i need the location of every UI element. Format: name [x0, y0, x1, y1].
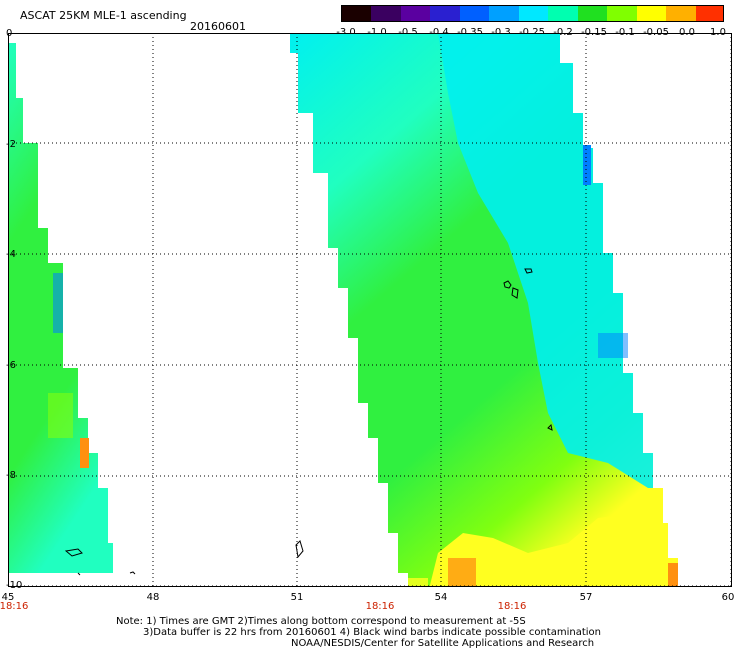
plot-frame [8, 33, 732, 587]
y-tick-label: -8 [6, 470, 16, 481]
colorbar-label: -0.5 [398, 27, 418, 38]
left-swath-lime-patch [48, 393, 73, 438]
left-swath-orange-patch [80, 438, 89, 468]
map-plot [8, 33, 732, 587]
colorbar [341, 5, 724, 22]
colorbar-label: -0.4 [429, 27, 449, 38]
colorbar-segment [342, 6, 373, 21]
colorbar-segment [518, 6, 550, 21]
colorbar-segment [548, 6, 579, 21]
note-line-3: NOAA/NESDIS/Center for Satellite Applica… [291, 638, 595, 649]
right-swath-orange-patch-2 [668, 563, 678, 587]
right-swath-orange-patch-1 [448, 558, 476, 587]
colorbar-label: -0.3 [491, 27, 511, 38]
y-tick-label: -6 [6, 360, 16, 371]
x-tick-label: 51 [290, 592, 304, 603]
y-tick-label: -4 [6, 249, 16, 260]
colorbar-label: -0.2 [553, 27, 573, 38]
note-line-1: Note: 1) Times are GMT 2)Times along bot… [116, 616, 526, 627]
right-swath-yellow-patch [408, 578, 428, 587]
y-tick-label: 0 [6, 28, 13, 39]
plot-date: 20160601 [190, 20, 246, 33]
colorbar-label: -0.15 [581, 27, 607, 38]
colorbar-segment [430, 6, 461, 21]
map-canvas [8, 33, 732, 587]
left-swath-blue-patch [53, 273, 63, 333]
time-label: 18:16 [497, 601, 527, 612]
colorbar-label: -3.0 [336, 27, 356, 38]
colorbar-label: -0.05 [643, 27, 669, 38]
colorbar-label: -0.35 [457, 27, 483, 38]
colorbar-label: 0.0 [679, 27, 695, 38]
colorbar-segment [666, 6, 697, 21]
x-tick-label: 54 [434, 592, 448, 603]
x-tick-label: 57 [579, 592, 593, 603]
y-tick-label: -2 [6, 139, 16, 150]
island-outline [64, 548, 83, 557]
time-label: 18:16 [365, 601, 395, 612]
right-swath-blue-patch-2 [598, 333, 628, 358]
colorbar-label: -0.1 [615, 27, 635, 38]
colorbar-segment [577, 6, 609, 21]
colorbar-segment [695, 6, 723, 21]
colorbar-label: 1.0 [710, 27, 726, 38]
colorbar-segment [489, 6, 520, 21]
colorbar-segment [400, 6, 432, 21]
colorbar-segment [607, 6, 638, 21]
right-swath-yellow-region [429, 513, 678, 587]
plot-title: ASCAT 25KM MLE-1 ascending [20, 9, 187, 22]
island-outline [77, 571, 136, 576]
colorbar-segment [371, 6, 402, 21]
colorbar-segment [459, 6, 491, 21]
note-line-2: 3)Data buffer is 22 hrs from 20160601 4)… [143, 627, 601, 638]
right-swath-cyan-region [438, 33, 653, 488]
island-outline [524, 268, 533, 274]
island-outline [547, 423, 553, 431]
island-outline [295, 540, 304, 559]
x-tick-label: 60 [721, 592, 735, 603]
x-tick-label: 45 [1, 592, 15, 603]
island-outline [503, 280, 519, 299]
colorbar-label: -1.0 [367, 27, 387, 38]
right-swath-blue-patch-1 [583, 145, 591, 185]
time-label: 18:16 [0, 601, 29, 612]
colorbar-segment [636, 6, 668, 21]
colorbar-label: -0.25 [519, 27, 545, 38]
x-tick-label: 48 [146, 592, 160, 603]
y-tick-label: -10 [6, 580, 23, 591]
